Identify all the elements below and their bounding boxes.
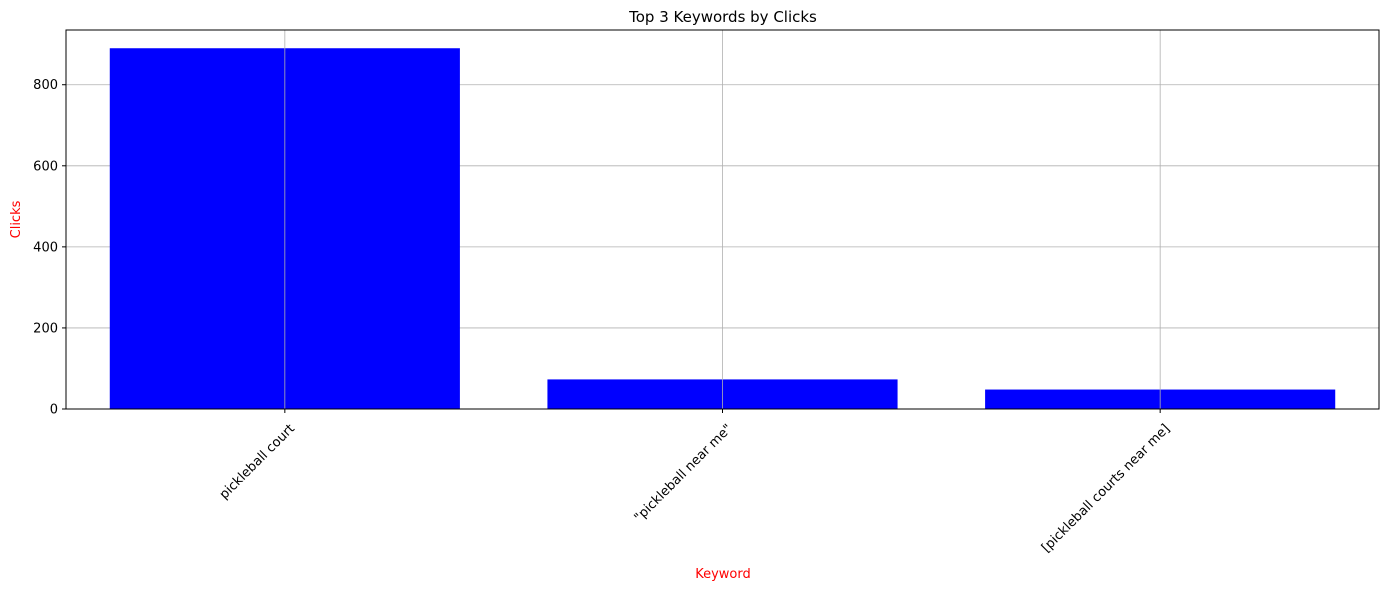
y-axis-label: Clicks [9,200,24,238]
bars-layer [109,30,1336,410]
y-tick-label: 200 [33,321,58,336]
y-tick-label: 400 [33,240,58,255]
x-tick-label: "pickleball near me" [632,421,736,525]
x-tick-label: [pickleball courts near me] [1039,421,1173,555]
chart-title: Top 3 Keywords by Clicks [628,8,817,26]
y-tick-label: 800 [33,78,58,93]
y-tick-label: 600 [33,159,58,174]
x-tick-label: pickleball court [217,421,298,502]
y-tick-label: 0 [50,403,58,418]
x-axis-label: Keyword [695,567,751,582]
